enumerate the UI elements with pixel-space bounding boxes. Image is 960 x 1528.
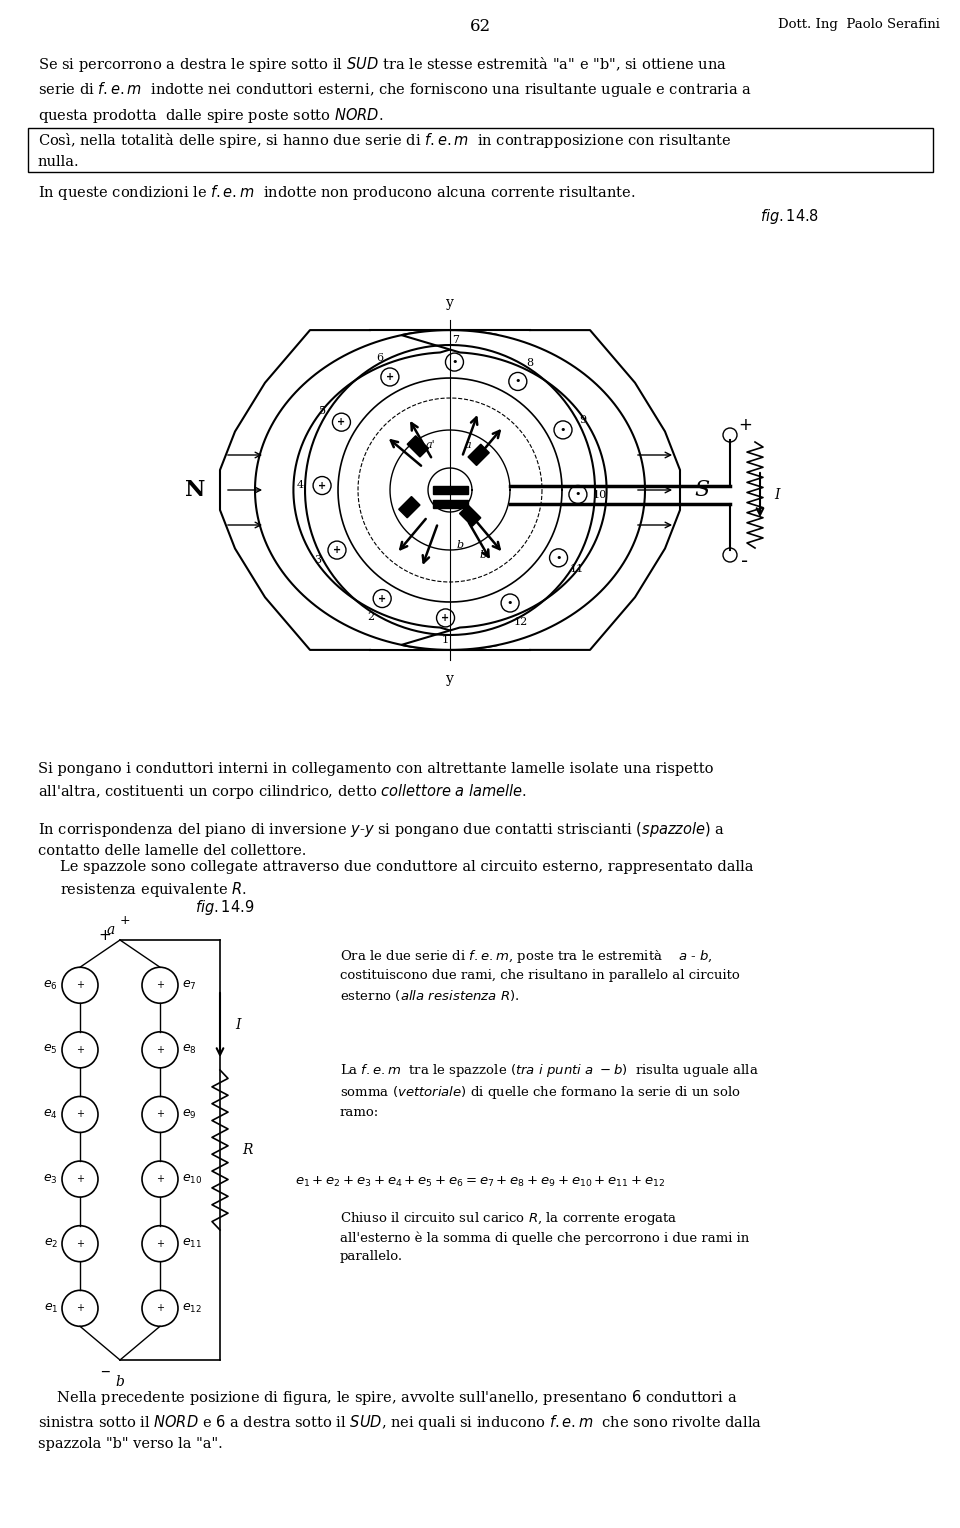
Text: •: • — [555, 553, 562, 562]
Text: $\mathit{fig.14.8}$: $\mathit{fig.14.8}$ — [760, 206, 819, 226]
Bar — [28, 128, 933, 173]
Polygon shape — [255, 330, 498, 649]
Text: •: • — [560, 425, 566, 435]
Text: _: _ — [101, 1357, 108, 1372]
Polygon shape — [401, 330, 645, 649]
Text: 11: 11 — [570, 564, 585, 575]
Text: $e_9$: $e_9$ — [182, 1108, 197, 1122]
Text: Si pongano i conduttori interni in collegamento con altrettante lamelle isolate : Si pongano i conduttori interni in colle… — [38, 762, 713, 801]
Text: 62: 62 — [469, 18, 491, 35]
Text: I: I — [775, 487, 780, 503]
Text: Ora le due serie di $\mathit{f.e.m}$, poste tra le estremità    $\mathit{a}$ - $: Ora le due serie di $\mathit{f.e.m}$, po… — [340, 947, 740, 1002]
Text: $e_2$: $e_2$ — [44, 1238, 58, 1250]
Text: +: + — [337, 417, 346, 428]
Text: +: + — [333, 545, 341, 555]
Text: 1: 1 — [442, 636, 448, 645]
Text: +: + — [76, 1239, 84, 1248]
Text: Le spazzole sono collegate attraverso due conduttore al circuito esterno, rappre: Le spazzole sono collegate attraverso du… — [60, 860, 754, 900]
Bar — [468, 445, 490, 466]
Text: Dott. Ing  Paolo Serafini: Dott. Ing Paolo Serafini — [779, 18, 940, 31]
Text: Chiuso il circuito sul carico $\mathit{R}$, la corrente erogata
all'esterno è la: Chiuso il circuito sul carico $\mathit{R… — [340, 1210, 749, 1262]
Text: 6: 6 — [376, 353, 383, 362]
Text: $e_{11}$: $e_{11}$ — [182, 1238, 202, 1250]
Text: +: + — [156, 1109, 164, 1120]
Text: 2: 2 — [367, 613, 374, 622]
Text: 12: 12 — [514, 617, 528, 628]
Bar — [460, 506, 481, 526]
Text: 8: 8 — [526, 358, 533, 368]
Text: 5: 5 — [320, 405, 326, 416]
Text: +: + — [76, 1174, 84, 1184]
Text: -: - — [741, 553, 749, 571]
Text: I: I — [235, 1018, 241, 1031]
Text: 9: 9 — [579, 414, 586, 425]
Text: +: + — [76, 981, 84, 990]
Text: Se si percorrono a destra le spire sotto il $\mathit{SUD}$ tra le stesse estremi: Se si percorrono a destra le spire sotto… — [38, 55, 753, 125]
Text: +: + — [156, 1239, 164, 1248]
Text: $e_7$: $e_7$ — [182, 978, 197, 992]
Text: +: + — [156, 1045, 164, 1054]
Text: $\mathit{e_1 + e_2 + e_3 + e_4 + e_5 + e_6 = e_7 + e_8 + e_9 + e_{10} + e_{11} +: $\mathit{e_1 + e_2 + e_3 + e_4 + e_5 + e… — [295, 1175, 665, 1189]
Text: •: • — [451, 358, 458, 367]
Text: $\mathit{fig.14.9}$: $\mathit{fig.14.9}$ — [195, 898, 254, 917]
Text: +: + — [76, 1109, 84, 1120]
Text: Così, nella totalità delle spire, si hanno due serie di $\mathit{f.e.m}$  in con: Così, nella totalità delle spire, si han… — [38, 131, 732, 170]
Text: R: R — [242, 1143, 252, 1157]
Text: •: • — [515, 376, 521, 387]
Text: +: + — [378, 593, 386, 604]
Text: b: b — [115, 1375, 125, 1389]
Text: •: • — [575, 489, 581, 500]
Text: 4: 4 — [297, 480, 303, 490]
Text: $e_5$: $e_5$ — [43, 1044, 58, 1056]
Text: a': a' — [425, 440, 435, 451]
Text: S: S — [694, 478, 709, 501]
Text: Nella precedente posizione di figura, le spire, avvolte sull'anello, presentano : Nella precedente posizione di figura, le… — [38, 1387, 762, 1452]
Text: +: + — [76, 1303, 84, 1313]
Text: $e_3$: $e_3$ — [43, 1172, 58, 1186]
Bar — [407, 435, 428, 457]
Text: La $\mathit{f.e.m}$  tra le spazzole $\mathit{(tra\ i\ punti\ a\ -b)}$  risulta : La $\mathit{f.e.m}$ tra le spazzole $\ma… — [340, 1062, 758, 1118]
Text: +: + — [386, 371, 394, 382]
Text: 10: 10 — [592, 490, 607, 500]
Text: $e_8$: $e_8$ — [182, 1044, 197, 1056]
Text: $e_{10}$: $e_{10}$ — [182, 1172, 203, 1186]
Text: $e_{12}$: $e_{12}$ — [182, 1302, 202, 1316]
Text: a: a — [465, 440, 471, 451]
Text: +: + — [738, 416, 752, 434]
Text: 7: 7 — [452, 335, 459, 345]
Text: $e_4$: $e_4$ — [43, 1108, 58, 1122]
Text: +: + — [156, 1174, 164, 1184]
Text: y: y — [446, 296, 454, 310]
Text: +: + — [120, 914, 131, 926]
Text: b': b' — [480, 550, 490, 559]
Bar — [433, 500, 468, 507]
Text: •: • — [507, 597, 514, 608]
Bar — [433, 486, 468, 494]
Text: b: b — [456, 539, 464, 550]
Text: 3: 3 — [314, 555, 322, 565]
Text: $e_1$: $e_1$ — [43, 1302, 58, 1316]
Text: In queste condizioni le $\mathit{f.e.m}$  indotte non producono alcuna corrente : In queste condizioni le $\mathit{f.e.m}$… — [38, 183, 636, 202]
Bar — [398, 497, 420, 518]
Text: +: + — [318, 480, 326, 490]
Text: +: + — [156, 981, 164, 990]
Text: +: + — [99, 927, 111, 943]
Text: $e_6$: $e_6$ — [43, 978, 58, 992]
Text: In corrispondenza del piano di inversione $\mathit{y}$-$\mathit{y}$ si pongano d: In corrispondenza del piano di inversion… — [38, 821, 726, 857]
Text: +: + — [156, 1303, 164, 1313]
Text: +: + — [442, 613, 449, 623]
Text: a: a — [107, 923, 115, 937]
Text: y: y — [446, 672, 454, 686]
Text: N: N — [185, 478, 205, 501]
Text: +: + — [76, 1045, 84, 1054]
